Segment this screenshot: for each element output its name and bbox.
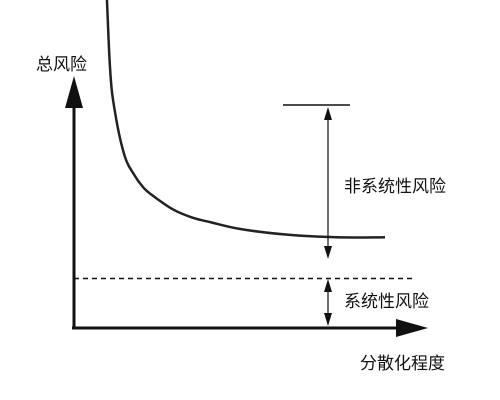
systematic-risk-arrow-head-bottom — [324, 313, 332, 326]
systematic-risk-arrow-head-top — [324, 279, 332, 292]
unsystematic-risk-arrow-head-top — [324, 107, 332, 120]
y-axis-title: 总风险 — [36, 55, 87, 75]
unsystematic-risk-arrow-head-bottom — [324, 246, 332, 259]
y-axis-arrow — [65, 76, 83, 108]
unsystematic-risk-label: 非系统性风险 — [344, 177, 446, 197]
systematic-risk-label: 系统性风险 — [344, 292, 429, 312]
total-risk-curve — [105, 0, 386, 239]
x-axis-arrow — [396, 319, 428, 337]
x-axis-title: 分散化程度 — [360, 354, 445, 374]
